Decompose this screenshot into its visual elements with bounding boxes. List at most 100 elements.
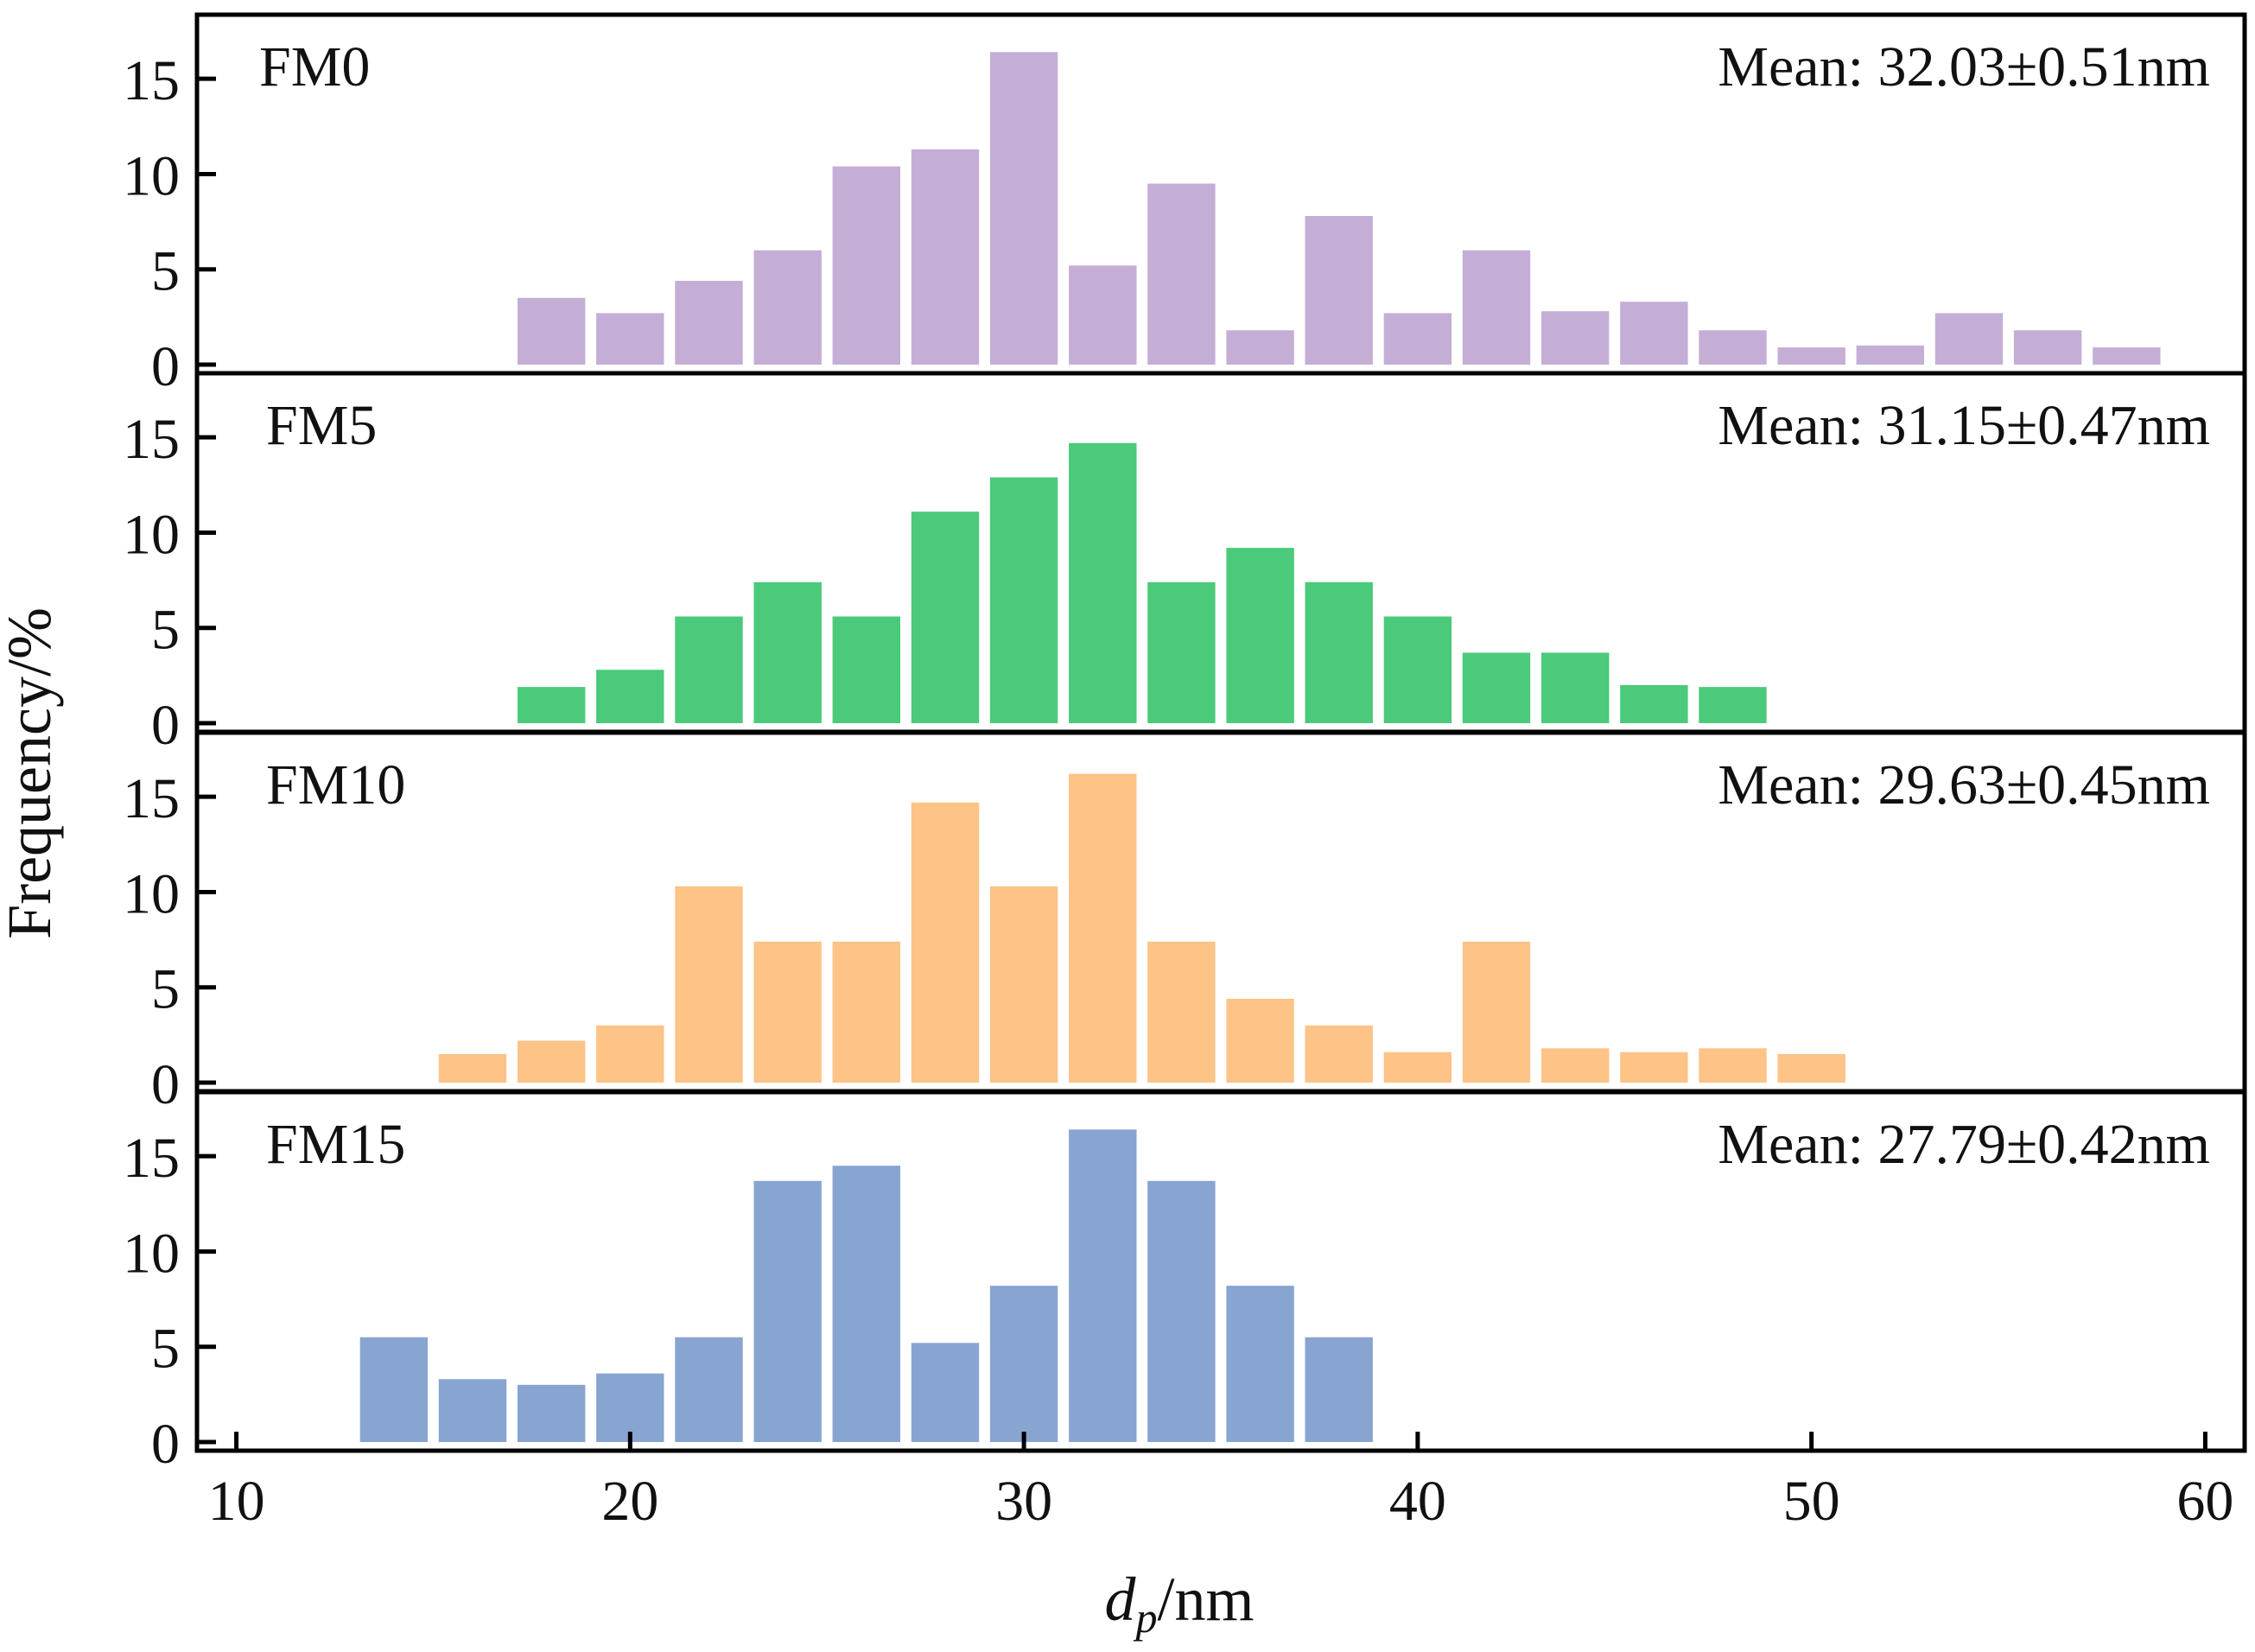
bar-fm10-26 bbox=[832, 941, 900, 1083]
bar-fm5-20 bbox=[596, 670, 664, 723]
panel-label: FM0 bbox=[259, 35, 370, 98]
x-tick-label: 40 bbox=[1389, 1470, 1446, 1533]
y-tick-label: 5 bbox=[151, 599, 180, 662]
y-tick-label: 0 bbox=[151, 1413, 180, 1476]
x-axis: 10 20 30 40 50 60 bbox=[208, 1432, 2233, 1533]
bar-fm15-28 bbox=[911, 1343, 980, 1442]
y-tick-label: 0 bbox=[151, 694, 180, 757]
bar-fm5-32 bbox=[1069, 442, 1137, 723]
bar-fm0-48 bbox=[1699, 330, 1767, 365]
y-tick-label: 10 bbox=[123, 862, 180, 925]
bar-fm5-48 bbox=[1699, 687, 1767, 723]
bar-fm5-28 bbox=[911, 511, 980, 723]
bar-fm10-48 bbox=[1699, 1048, 1767, 1083]
y-tick-label: 5 bbox=[151, 240, 180, 303]
bar-fm10-16 bbox=[438, 1053, 507, 1083]
y-tick-label: 10 bbox=[123, 144, 180, 207]
bar-fm15-32 bbox=[1069, 1129, 1137, 1442]
bar-fm10-40 bbox=[1383, 1052, 1452, 1083]
bar-fm0-52 bbox=[1856, 345, 1924, 365]
panel-fm5: 0 5 10 15 FM5 Mean: 31.15±0.47nm bbox=[123, 371, 2247, 757]
bar-fm0-18 bbox=[518, 297, 586, 365]
bar-fm15-36 bbox=[1226, 1286, 1294, 1442]
bar-fm5-18 bbox=[518, 687, 586, 723]
bar-fm5-24 bbox=[753, 581, 822, 723]
bar-fm0-28 bbox=[911, 149, 980, 365]
bar-fm5-34 bbox=[1147, 581, 1216, 723]
bar-fm10-44 bbox=[1541, 1048, 1610, 1083]
panel-fm0: 0 5 10 15 FM0 Mean: 32.03±0.51nm bbox=[123, 12, 2247, 398]
y-tick-label: 15 bbox=[123, 49, 180, 112]
y-tick-label: 15 bbox=[123, 1127, 180, 1190]
y-tick-label: 10 bbox=[123, 503, 180, 566]
x-axis-label: dp/nm bbox=[1104, 1565, 1254, 1642]
bar-fm10-46 bbox=[1620, 1052, 1688, 1083]
bar-fm0-36 bbox=[1226, 330, 1294, 365]
mean-annotation: Mean: 27.79±0.42nm bbox=[1718, 1113, 2210, 1176]
panel-label: FM10 bbox=[266, 753, 405, 816]
bar-fm15-34 bbox=[1147, 1180, 1216, 1442]
x-tick-label: 30 bbox=[995, 1470, 1052, 1533]
bar-fm0-32 bbox=[1069, 265, 1137, 365]
bar-fm0-38 bbox=[1305, 216, 1373, 365]
bar-fm15-26 bbox=[832, 1166, 900, 1442]
bar-fm5-36 bbox=[1226, 548, 1294, 723]
x-axis-label-subscript: p bbox=[1133, 1593, 1157, 1642]
panel-label: FM15 bbox=[266, 1113, 405, 1176]
bar-fm5-38 bbox=[1305, 581, 1373, 723]
y-tick-label: 0 bbox=[151, 335, 180, 398]
bar-fm0-26 bbox=[832, 166, 900, 365]
bar-fm10-24 bbox=[753, 941, 822, 1083]
x-axis-label-unit: /nm bbox=[1157, 1565, 1254, 1634]
bar-fm5-40 bbox=[1383, 616, 1452, 723]
bar-fm0-24 bbox=[753, 250, 822, 365]
panel-frame bbox=[194, 1090, 2247, 1453]
bar-fm10-22 bbox=[675, 886, 743, 1083]
bar-fm0-20 bbox=[596, 313, 664, 365]
y-tick-label: 10 bbox=[123, 1222, 180, 1285]
bar-fm10-32 bbox=[1069, 773, 1137, 1083]
panel-fm15: 0 5 10 15 FM15 Mean: 27.79±0.42nm bbox=[123, 1090, 2247, 1476]
bar-fm0-30 bbox=[989, 52, 1058, 365]
y-axis-label: Frequency/% bbox=[0, 607, 64, 939]
bar-fm0-44 bbox=[1541, 311, 1610, 365]
bar-fm15-24 bbox=[753, 1180, 822, 1442]
bar-fm5-44 bbox=[1541, 652, 1610, 723]
bar-fm15-16 bbox=[438, 1379, 507, 1442]
bar-fm0-22 bbox=[675, 281, 743, 365]
y-tick-label: 5 bbox=[151, 958, 180, 1021]
bar-fm10-38 bbox=[1305, 1025, 1373, 1083]
bar-fm10-18 bbox=[518, 1040, 586, 1083]
x-tick-label: 10 bbox=[208, 1470, 265, 1533]
bar-fm5-26 bbox=[832, 616, 900, 723]
bar-fm10-42 bbox=[1462, 941, 1531, 1083]
bar-fm5-42 bbox=[1462, 652, 1531, 723]
bar-fm15-18 bbox=[518, 1384, 586, 1442]
x-tick-label: 20 bbox=[601, 1470, 658, 1533]
x-axis-label-symbol: d bbox=[1104, 1565, 1136, 1634]
x-tick-label: 60 bbox=[2176, 1470, 2233, 1533]
panels-group: 0 5 10 15 FM0 Mean: 32.03±0.51nm 0 5 10 15 FM5 Mean… bbox=[123, 12, 2247, 1476]
bar-fm0-56 bbox=[2013, 330, 2082, 365]
mean-annotation: Mean: 32.03±0.51nm bbox=[1718, 35, 2210, 98]
bar-fm10-34 bbox=[1147, 941, 1216, 1083]
bar-fm5-46 bbox=[1620, 684, 1688, 723]
bar-fm10-36 bbox=[1226, 999, 1294, 1083]
bar-fm15-14 bbox=[359, 1337, 429, 1442]
y-tick-label: 5 bbox=[151, 1318, 180, 1381]
bar-fm15-38 bbox=[1305, 1337, 1373, 1442]
bar-fm0-50 bbox=[1777, 347, 1845, 365]
y-tick-label: 15 bbox=[123, 408, 180, 471]
panel-label: FM5 bbox=[266, 394, 377, 457]
bar-fm15-20 bbox=[596, 1373, 664, 1442]
bar-fm0-40 bbox=[1383, 313, 1452, 365]
bar-fm10-50 bbox=[1777, 1053, 1845, 1083]
bar-fm0-42 bbox=[1462, 250, 1531, 365]
mean-annotation: Mean: 29.63±0.45nm bbox=[1718, 753, 2210, 816]
bar-fm10-28 bbox=[911, 802, 980, 1083]
bar-fm0-58 bbox=[2093, 347, 2161, 365]
bar-fm0-34 bbox=[1147, 183, 1216, 365]
panel-fm10: 0 5 10 15 FM10 Mean: 29.63±0.45nm bbox=[123, 730, 2247, 1116]
bar-fm5-22 bbox=[675, 616, 743, 723]
